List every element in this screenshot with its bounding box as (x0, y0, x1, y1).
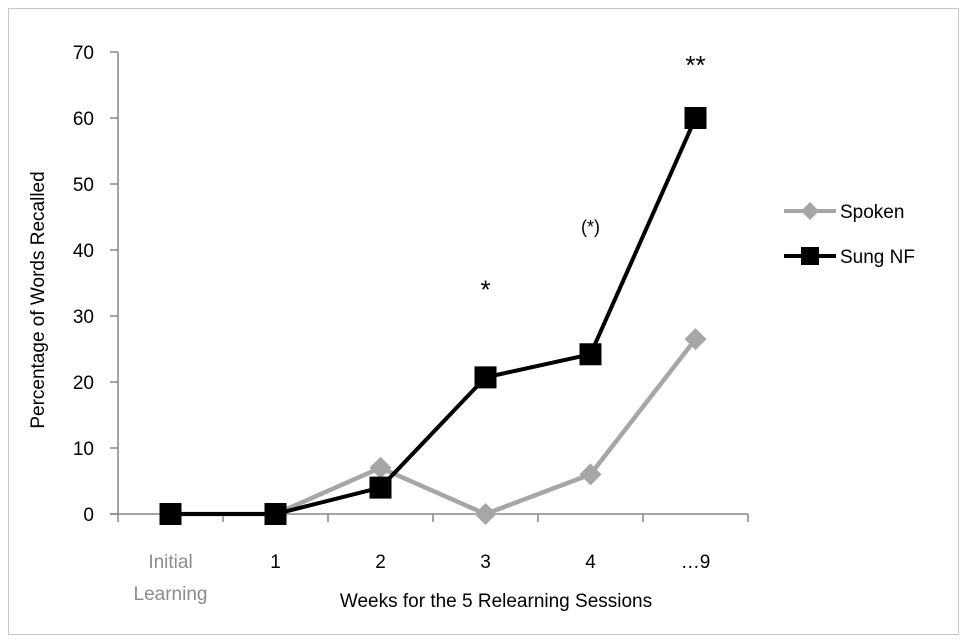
significance-marker: (*) (581, 217, 600, 237)
y-axis-title: Percentage of Words Recalled (28, 171, 49, 428)
data-point-square (369, 476, 392, 499)
significance-marker: ** (685, 50, 705, 80)
x-tick-label: Learning (134, 584, 208, 605)
y-tick-label: 50 (73, 175, 94, 196)
y-tick-label: 60 (73, 109, 94, 130)
data-point-square (264, 503, 287, 525)
x-tick-label: …9 (681, 552, 711, 573)
legend-item: Spoken (784, 202, 904, 223)
x-ticks: Initial Learning 1 2 3 4 …9 (117, 514, 749, 605)
x-axis-title: Weeks for the 5 Relearning Sessions (340, 591, 652, 612)
series-line (170, 117, 698, 516)
series-line (170, 337, 698, 517)
data-point-square (474, 366, 497, 389)
y-tick-label: 70 (73, 43, 94, 64)
chart-frame (8, 8, 959, 635)
y-tick-label: 30 (73, 307, 94, 328)
x-tick-label: 2 (375, 552, 386, 573)
y-tick-label: 40 (73, 241, 94, 262)
series-spoken (159, 328, 707, 525)
data-point-diamond (579, 463, 602, 486)
legend-item: Sung NF (784, 247, 915, 268)
legend: Spoken Sung NF (784, 202, 915, 268)
data-point-diamond (474, 503, 497, 525)
data-point-square (684, 107, 707, 129)
series-lines (159, 107, 707, 525)
data-point-diamond (684, 328, 707, 351)
significance-annotations: * (*) ** (480, 50, 705, 304)
y-tick-label: 0 (83, 505, 94, 526)
x-tick-label: 3 (480, 552, 491, 573)
y-tick-label: 10 (73, 439, 94, 460)
legend-label: Spoken (840, 202, 904, 223)
x-tick-label: 1 (270, 552, 281, 573)
y-ticks: 0 10 20 30 40 50 60 70 (73, 43, 118, 526)
series-sung-nf (159, 107, 707, 525)
data-point-square (801, 247, 819, 265)
legend-label: Sung NF (840, 247, 915, 268)
x-tick-label: Initial (148, 552, 192, 573)
axes (110, 52, 748, 515)
data-point-diamond (369, 456, 392, 479)
x-tick-label: 4 (585, 552, 596, 573)
data-point-square (159, 503, 182, 525)
data-point-square (579, 343, 602, 366)
data-point-diamond (801, 202, 819, 220)
y-tick-label: 20 (73, 373, 94, 394)
significance-marker: * (480, 274, 490, 304)
